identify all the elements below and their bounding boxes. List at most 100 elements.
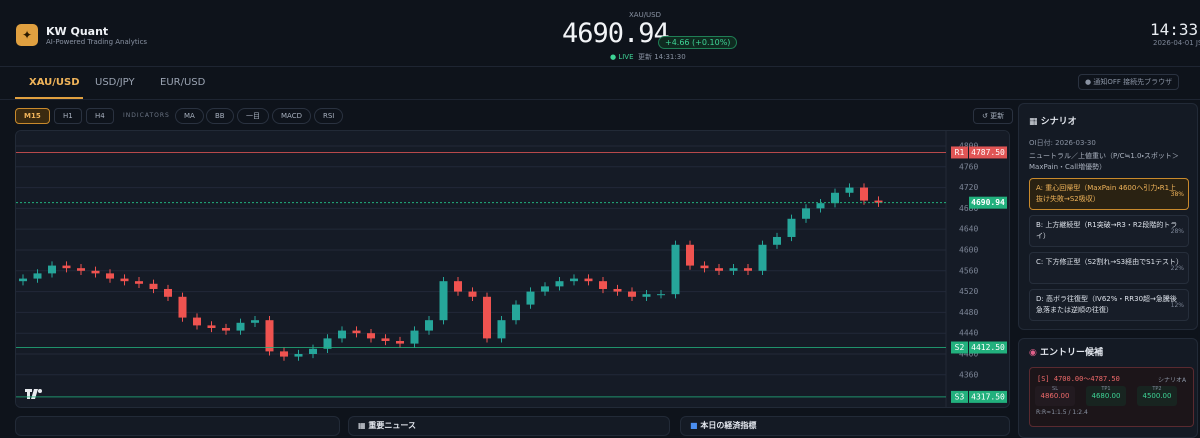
candle-body: [874, 200, 883, 203]
candle-body: [164, 288, 172, 297]
candle-body: [671, 244, 680, 295]
candle-body: [352, 330, 361, 334]
scenario-card[interactable]: D: 高ボラ往復型（IV62%・RR30超→急騰後急落または逆順の往復） 12%: [1029, 289, 1189, 321]
candle-body: [280, 351, 288, 357]
indicator[interactable]: BB: [206, 108, 234, 124]
indicator[interactable]: MACD: [272, 108, 311, 124]
entry-range: [S] 4700.00〜4787.50: [1037, 375, 1120, 383]
candle-body: [367, 333, 375, 339]
timeframe[interactable]: H4: [86, 108, 114, 124]
candle-body: [222, 327, 230, 331]
live: LIVE: [618, 53, 634, 61]
notify-button[interactable]: ● 通知OFF 接続先ブラウザ: [1078, 74, 1180, 90]
candle-body: [323, 338, 332, 349]
candle-body: [338, 330, 346, 339]
y-tick-label: 4800: [959, 141, 978, 150]
tab[interactable]: XAU/USD: [29, 77, 80, 88]
candle-body: [410, 330, 419, 344]
candle-body: [860, 187, 868, 201]
level-value-tag: [969, 390, 1007, 403]
candle-body: [787, 218, 796, 237]
candle-body: [744, 268, 752, 271]
candle-body: [831, 192, 839, 204]
scenario-text: B: 上方継続型（R1突破→R3・R2段階的トライ）: [1036, 221, 1178, 240]
tab-underline: [15, 97, 83, 99]
candle-body: [657, 294, 665, 296]
y-tick-label: 4720: [959, 183, 978, 192]
candle-body: [135, 281, 143, 284]
candle-body: [686, 244, 694, 266]
candle-body: [816, 203, 825, 209]
logo: ✦: [16, 24, 38, 46]
current-price: 4690.94: [971, 198, 1005, 207]
level-name: S3: [955, 392, 965, 401]
level-name: S2: [955, 343, 965, 352]
candle-body: [512, 304, 520, 321]
timeframe[interactable]: M15: [15, 108, 50, 124]
candle-body: [294, 353, 303, 357]
candle-body: [454, 281, 462, 292]
candle-body: [396, 340, 404, 344]
candle-body: [468, 291, 477, 297]
refresh-button[interactable]: ↺ 更新: [973, 108, 1014, 124]
candle-body: [48, 265, 56, 274]
indicator[interactable]: RSI: [314, 108, 344, 124]
entry-level: TP1 4680.00: [1086, 386, 1126, 406]
label: TP2: [1152, 386, 1162, 392]
tagline: AI-Powered Trading Analytics: [46, 38, 148, 46]
value: 4500.00: [1142, 392, 1172, 400]
current-price-tag: [969, 196, 1007, 209]
candle-body: [193, 317, 201, 326]
candle-body: [236, 322, 245, 331]
app: ✦ KW Quant AI-Powered Trading Analytics …: [0, 11, 1200, 438]
level-value-tag: [969, 341, 1007, 354]
candle-body: [251, 320, 259, 323]
candle-body: [309, 348, 317, 354]
candle-body: [599, 281, 607, 289]
scenario-card[interactable]: C: 下方修正型（S2割れ→S3経由でS1テスト） 22%: [1029, 252, 1189, 284]
candle-body: [497, 320, 506, 339]
candle-body: [91, 270, 100, 274]
y-tick-label: 4360: [959, 370, 978, 379]
candle-body: [62, 265, 71, 269]
chart-bg: [16, 131, 1009, 407]
bias: ニュートラル／上値重い（P/C≒1.0・スポット＞MaxPain・Call増優勢…: [1029, 152, 1179, 171]
candle-body: [120, 278, 129, 282]
candle-body: [628, 291, 636, 297]
candle-body: [77, 268, 85, 271]
candle-body: [526, 291, 535, 305]
scenario-prob: 12%: [1170, 302, 1184, 309]
label: 接続先ブラウザ: [1123, 78, 1173, 86]
indicator[interactable]: 一目: [237, 108, 269, 124]
candle-body: [439, 281, 448, 321]
candle-body: [758, 244, 767, 271]
scenario-text: A: 重心回帰型（MaxPain 4600へ引力・R1上抜け失敗→S2吸収）: [1036, 184, 1177, 203]
scenario-card[interactable]: A: 重心回帰型（MaxPain 4600へ引力・R1上抜け失敗→S2吸収） 38…: [1029, 178, 1189, 210]
oi-date: OI日付: 2026-03-30: [1029, 139, 1096, 147]
label: TP1: [1101, 386, 1111, 392]
timeframe[interactable]: H1: [54, 108, 82, 124]
price: 4690.94: [562, 18, 670, 49]
candle-body: [555, 281, 564, 287]
y-tick-label: 4560: [959, 266, 978, 275]
y-tick-label: 4480: [959, 308, 978, 317]
panel-title: ▦ シナリオ: [1029, 117, 1077, 127]
value: 4860.00: [1040, 392, 1070, 400]
level-name: R1: [955, 148, 965, 157]
y-tick-label: 4680: [959, 204, 978, 213]
tab[interactable]: EUR/USD: [160, 77, 206, 88]
indicator[interactable]: MA: [175, 108, 204, 124]
y-tick-label: 4760: [959, 162, 978, 171]
entry-level: TP2 4500.00: [1137, 386, 1177, 406]
level-value: 4412.50: [971, 343, 1005, 352]
live-status: ● LIVE 更新 14:31:30: [610, 53, 686, 61]
level-tag: [951, 146, 968, 159]
divider: [0, 66, 1200, 67]
tab[interactable]: USD/JPY: [95, 77, 135, 88]
candle-body: [613, 288, 622, 292]
y-tick-label: 4400: [959, 349, 978, 358]
candle-body: [425, 320, 433, 331]
value: 4680.00: [1091, 392, 1121, 400]
scenario-card[interactable]: B: 上方継続型（R1突破→R3・R2段階的トライ） 28%: [1029, 215, 1189, 247]
page: KW Quant { "header": {"brand": "KW Quant…: [0, 11, 1200, 438]
